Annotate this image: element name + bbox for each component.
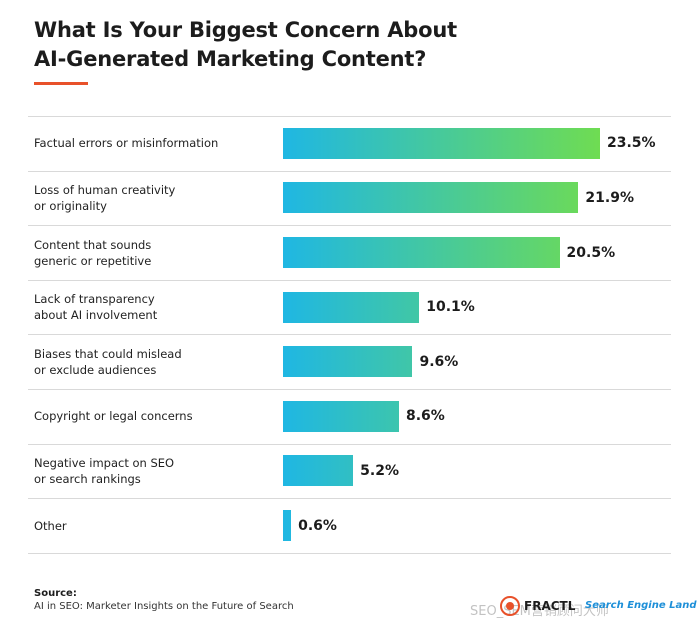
category-label: Lack of transparency about AI involvemen… <box>34 292 158 323</box>
source-label: Source: <box>34 588 77 599</box>
row-divider <box>28 552 671 554</box>
title-line-1: What Is Your Biggest Concern About <box>34 18 457 42</box>
fractl-logo-icon <box>500 596 520 616</box>
row-divider <box>28 334 671 336</box>
bar <box>283 127 600 159</box>
value-label: 21.9% <box>585 189 634 206</box>
row-divider <box>28 279 671 281</box>
bar <box>283 291 420 323</box>
category-label: Negative impact on SEO or search ranking… <box>34 455 175 486</box>
source-note: Source: AI in SEO: Marketer Insights on … <box>34 587 294 613</box>
row-divider <box>28 170 671 172</box>
category-label: Factual errors or misinformation <box>34 136 219 151</box>
value-label: 9.6% <box>419 353 459 370</box>
fractl-logo: FRACTL <box>500 596 575 616</box>
chart-title: What Is Your Biggest Concern About AI-Ge… <box>34 16 654 74</box>
category-label: Loss of human creativity or originality <box>34 182 176 213</box>
value-label: 5.2% <box>360 462 399 479</box>
category-label: Content that sounds generic or repetitiv… <box>34 237 152 268</box>
bar <box>283 237 560 268</box>
category-label: Biases that could mislead or exclude aud… <box>34 346 182 377</box>
row-divider <box>28 389 671 390</box>
bar <box>283 455 354 487</box>
bar <box>283 400 399 432</box>
category-label: Copyright or legal concerns <box>34 409 193 424</box>
category-label: Other <box>34 518 67 533</box>
title-accent-underline <box>34 82 88 85</box>
bar <box>283 346 413 378</box>
fractl-logo-text: FRACTL <box>524 599 576 613</box>
value-label: 8.6% <box>406 408 445 425</box>
value-label: 0.6% <box>298 517 337 534</box>
row-divider <box>28 498 671 500</box>
value-label: 10.1% <box>426 299 475 316</box>
value-label: 20.5% <box>566 244 616 261</box>
row-divider <box>28 443 671 445</box>
search-engine-land-logo: Search Engine Land <box>585 600 697 611</box>
value-label: 23.5% <box>607 135 656 152</box>
row-divider <box>28 225 671 227</box>
bar <box>283 182 579 214</box>
bar <box>283 510 292 541</box>
title-line-2: AI-Generated Marketing Content? <box>34 47 427 71</box>
row-divider <box>28 116 671 117</box>
source-text: AI in SEO: Marketer Insights on the Futu… <box>34 601 294 612</box>
